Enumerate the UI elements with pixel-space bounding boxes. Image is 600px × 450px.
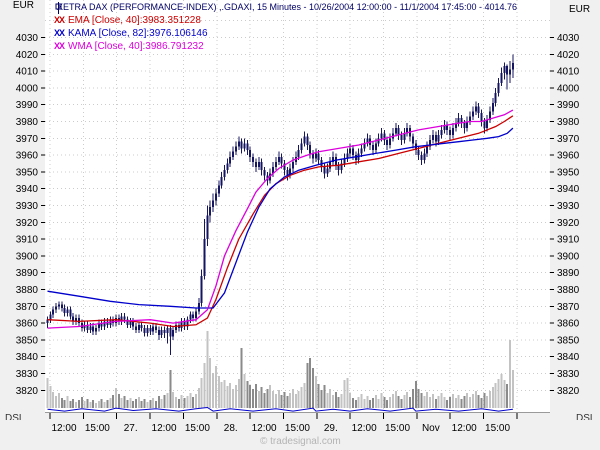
tradesignal-watermark: © tradesignal.com bbox=[260, 436, 341, 447]
svg-text:4000: 4000 bbox=[557, 83, 580, 94]
svg-text:3900: 3900 bbox=[557, 251, 580, 262]
svg-text:3840: 3840 bbox=[16, 352, 39, 363]
chart-title: XETRA DAX (PERFORMANCE-INDEX) ,.GDAXI, 1… bbox=[57, 2, 518, 12]
svg-text:12:00: 12:00 bbox=[152, 423, 177, 434]
grid bbox=[45, 0, 550, 412]
svg-text:12:00: 12:00 bbox=[51, 423, 76, 434]
svg-text:3880: 3880 bbox=[16, 285, 39, 296]
svg-text:4020: 4020 bbox=[16, 50, 39, 61]
svg-text:3930: 3930 bbox=[557, 201, 580, 212]
svg-text:3980: 3980 bbox=[557, 117, 580, 128]
volume-axis-label-right: DSL bbox=[576, 413, 596, 420]
svg-text:3860: 3860 bbox=[557, 319, 580, 330]
svg-text:4010: 4010 bbox=[557, 67, 580, 78]
kama-line bbox=[47, 127, 514, 309]
svg-text:15:00: 15:00 bbox=[485, 423, 510, 434]
svg-text:4030: 4030 bbox=[557, 33, 580, 44]
svg-text:15:00: 15:00 bbox=[385, 423, 410, 434]
indicator-legend-kama[interactable]: XX KAMA [Close, 82]:3976.106146 bbox=[54, 28, 208, 39]
ema-line bbox=[47, 115, 514, 328]
svg-text:12:00: 12:00 bbox=[252, 423, 277, 434]
svg-text:3830: 3830 bbox=[557, 369, 580, 380]
svg-text:29.: 29. bbox=[324, 423, 338, 434]
svg-text:3950: 3950 bbox=[557, 167, 580, 178]
svg-text:4030: 4030 bbox=[16, 33, 39, 44]
indicator-legend-ema[interactable]: XX EMA [Close, 40]:3983.351228 bbox=[54, 15, 201, 26]
indicator-legend-wma[interactable]: XX WMA [Close, 40]:3986.791232 bbox=[54, 41, 204, 52]
instrument-title-row[interactable]: XETRA DAX (PERFORMANCE-INDEX) ,.GDAXI, 1… bbox=[54, 2, 518, 14]
line-style-icon: XX bbox=[54, 41, 65, 51]
svg-text:3850: 3850 bbox=[16, 335, 39, 346]
svg-text:3820: 3820 bbox=[16, 386, 39, 397]
svg-text:3920: 3920 bbox=[557, 218, 580, 229]
svg-text:15:00: 15:00 bbox=[185, 423, 210, 434]
svg-text:3940: 3940 bbox=[557, 184, 580, 195]
svg-text:3960: 3960 bbox=[557, 151, 580, 162]
svg-text:3890: 3890 bbox=[557, 268, 580, 279]
svg-text:3990: 3990 bbox=[557, 100, 580, 111]
svg-text:3910: 3910 bbox=[16, 235, 39, 246]
svg-text:Nov: Nov bbox=[422, 423, 440, 434]
svg-text:3970: 3970 bbox=[557, 134, 580, 145]
svg-text:28.: 28. bbox=[224, 423, 238, 434]
svg-text:3970: 3970 bbox=[16, 134, 39, 145]
volume-axis-label-left: DSL bbox=[5, 413, 25, 420]
volume-bars bbox=[46, 331, 514, 408]
price-axis-unit-left: EUR bbox=[12, 0, 34, 11]
svg-text:12:00: 12:00 bbox=[352, 423, 377, 434]
price-axis-unit-right: EUR bbox=[569, 4, 591, 15]
svg-text:3820: 3820 bbox=[557, 386, 580, 397]
indicator-label: WMA [Close, 40]:3986.791232 bbox=[68, 41, 204, 52]
svg-text:3910: 3910 bbox=[557, 235, 580, 246]
svg-text:3930: 3930 bbox=[16, 201, 39, 212]
svg-text:3870: 3870 bbox=[557, 302, 580, 313]
svg-text:27.: 27. bbox=[124, 423, 138, 434]
svg-text:3920: 3920 bbox=[16, 218, 39, 229]
indicator-label: KAMA [Close, 82]:3976.106146 bbox=[68, 28, 208, 39]
price-axis-labels: 3820 3820 3830 3830 3840 3840 3850 3850 3860 3860… bbox=[16, 33, 580, 397]
svg-text:3850: 3850 bbox=[557, 335, 580, 346]
line-style-icon: XX bbox=[54, 28, 65, 38]
svg-text:3990: 3990 bbox=[16, 100, 39, 111]
svg-text:3840: 3840 bbox=[557, 352, 580, 363]
svg-text:3980: 3980 bbox=[16, 117, 39, 128]
svg-text:3900: 3900 bbox=[16, 251, 39, 262]
svg-text:12:00: 12:00 bbox=[452, 423, 477, 434]
indicator-label: EMA [Close, 40]:3983.351228 bbox=[68, 15, 201, 26]
time-axis-labels: 12:00 15:00 27. 12:00 15:00 28. 12:00 15:00 29. 1… bbox=[49, 413, 518, 434]
svg-text:3870: 3870 bbox=[16, 302, 39, 313]
svg-text:3830: 3830 bbox=[16, 369, 39, 380]
svg-text:3890: 3890 bbox=[16, 268, 39, 279]
svg-text:3950: 3950 bbox=[16, 167, 39, 178]
svg-text:15:00: 15:00 bbox=[85, 423, 110, 434]
svg-text:15:00: 15:00 bbox=[285, 423, 310, 434]
line-style-icon: XX bbox=[54, 15, 65, 25]
wma-line bbox=[47, 109, 514, 329]
svg-text:3960: 3960 bbox=[16, 151, 39, 162]
svg-text:4020: 4020 bbox=[557, 50, 580, 61]
svg-text:4010: 4010 bbox=[16, 67, 39, 78]
svg-text:4000: 4000 bbox=[16, 83, 39, 94]
volume-indicator-line bbox=[47, 406, 513, 412]
svg-text:3860: 3860 bbox=[16, 319, 39, 330]
svg-text:3880: 3880 bbox=[557, 285, 580, 296]
svg-text:3940: 3940 bbox=[16, 184, 39, 195]
